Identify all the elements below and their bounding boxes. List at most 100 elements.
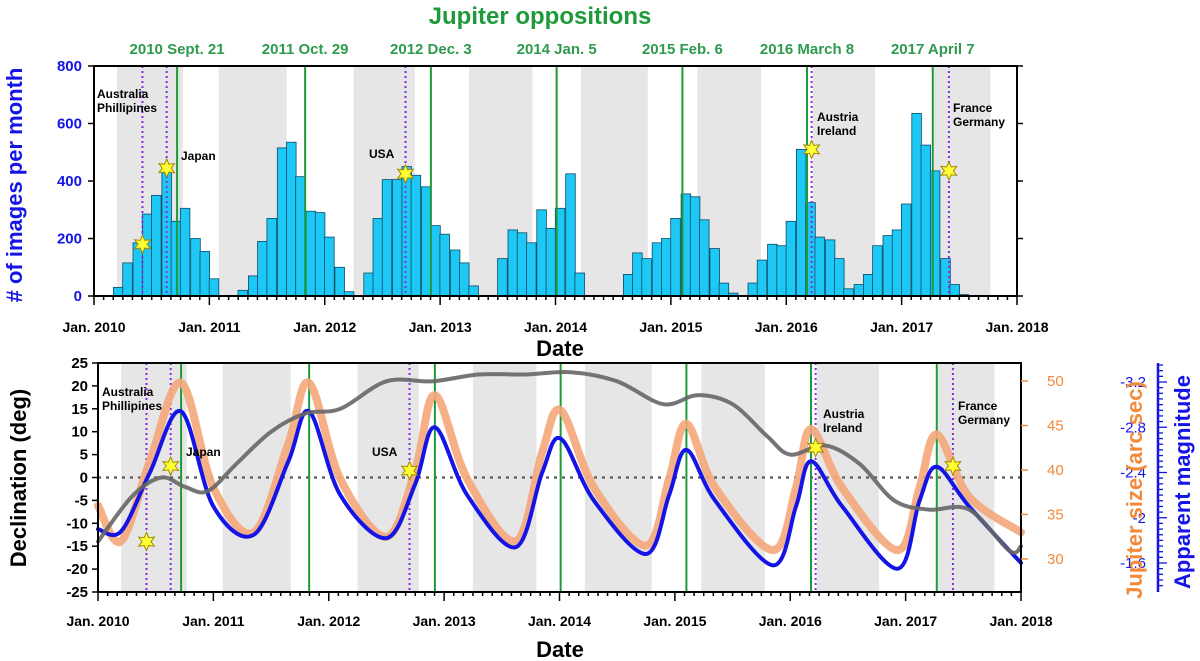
bar [756, 259, 768, 297]
bar [430, 225, 441, 297]
bar [468, 285, 479, 297]
x-tick-label: Jan. 2011 [182, 613, 244, 629]
x-tick-label: Jan. 2017 [870, 319, 933, 335]
bar [632, 252, 643, 297]
magnitude-axis-label: Apparent magnitude [1170, 375, 1195, 589]
opposition-label: 2015 Feb. 6 [642, 41, 723, 58]
bar [929, 170, 941, 297]
impact-annotation: Australia Phillipines [97, 87, 157, 115]
bar [179, 207, 191, 297]
y-tick-label: 400 [57, 173, 82, 190]
size-tick-label: 35 [1047, 507, 1064, 524]
bar [295, 176, 306, 297]
top-y-axis-label: # of images per month [2, 68, 27, 303]
impact-annotation: France Germany [953, 101, 1005, 129]
bar [536, 209, 547, 297]
x-tick-label: Jan. 2013 [409, 319, 472, 335]
bottom-y-axis-label: Declination (deg) [6, 389, 31, 567]
opposition-label: 2016 March 8 [760, 41, 854, 58]
bar [545, 227, 557, 297]
bar [882, 235, 894, 297]
annotation-line: Japan [181, 149, 216, 163]
x-tick-label: Jan. 2016 [759, 613, 822, 629]
bar [824, 239, 836, 297]
opposition-label: 2010 Sept. 21 [130, 41, 225, 58]
bar [814, 236, 825, 297]
bar [439, 233, 450, 297]
y-tick-label: 0 [80, 470, 88, 487]
x-tick-label: Jan. 2016 [755, 319, 818, 335]
bar [247, 275, 259, 297]
bar [565, 173, 576, 297]
bar [623, 273, 634, 297]
x-tick-label: Jan. 2012 [297, 613, 360, 629]
bar [199, 250, 211, 297]
opposition-label: 2014 Jan. 5 [517, 41, 597, 58]
annotation-line: Australia [102, 385, 154, 399]
bar [863, 273, 874, 297]
impact-star [137, 531, 156, 552]
magnitude-tick-label: -2.4 [1120, 465, 1146, 482]
size-curve [94, 378, 1025, 555]
annotation-line: Phillipines [102, 399, 162, 413]
magnitude-tick-label: -2.8 [1120, 419, 1146, 436]
impact-star [157, 157, 176, 179]
bar [113, 286, 124, 297]
size-tick-label: 40 [1047, 462, 1064, 479]
bar [767, 243, 778, 297]
bar [689, 196, 701, 297]
y-tick-label: 25 [71, 355, 88, 372]
bar [516, 232, 528, 297]
x-tick-label: Jan. 2014 [528, 613, 591, 629]
annotation-line: Ireland [817, 124, 856, 138]
bar [911, 113, 922, 297]
bar [699, 219, 710, 297]
y-tick-label: 20 [71, 378, 88, 395]
x-tick-label: Jan. 2018 [985, 319, 1048, 335]
impact-annotation: Austria Ireland [817, 110, 859, 138]
opposition-label: 2011 Oct. 29 [262, 41, 349, 58]
magnitude-tick-label: -1.6 [1120, 555, 1146, 572]
bar [170, 220, 182, 297]
impact-annotation: Japan [181, 149, 216, 163]
y-tick-label: 10 [71, 424, 88, 441]
bar [949, 284, 960, 297]
bar [641, 258, 652, 297]
impact-star [400, 460, 419, 481]
annotation-line: Austria [823, 407, 865, 421]
bar [526, 242, 537, 297]
y-tick-label: 0 [74, 288, 82, 305]
impact-annotation: USA [369, 147, 395, 161]
x-tick-label: Jan. 2011 [178, 319, 240, 335]
y-tick-label: -10 [66, 515, 88, 532]
annotation-line: Phillipines [97, 101, 157, 115]
impact-star [802, 139, 821, 160]
bar [190, 238, 201, 297]
impact-annotation: France Germany [958, 399, 1010, 427]
bar [449, 249, 461, 297]
impact-star [944, 455, 962, 477]
bar [891, 229, 903, 297]
bar [410, 174, 422, 297]
annotation-line: Japan [186, 445, 221, 459]
y-tick-label: -5 [75, 492, 88, 509]
y-tick-label: -15 [66, 538, 88, 555]
impact-annotation: USA [372, 445, 398, 459]
annotation-line: Austria [817, 110, 859, 124]
x-tick-label: Jan. 2010 [62, 319, 125, 335]
bar [392, 179, 403, 297]
size-axis-label: Jupiter size (arc sec) [1122, 381, 1147, 599]
opposition-label: 2017 April 7 [891, 41, 975, 58]
bar [122, 262, 133, 297]
declination-curve [96, 369, 1023, 555]
bar [363, 272, 374, 297]
bar [257, 240, 268, 297]
y-tick-label: 15 [71, 401, 88, 418]
bar [853, 284, 865, 297]
bar [796, 148, 807, 297]
size-tick-label: 45 [1047, 418, 1064, 435]
bottom-panel: Australia Phillipines Japan USA Austria Irela… [66, 355, 1167, 629]
bar [661, 238, 672, 297]
y-tick-label: 200 [57, 231, 82, 248]
magnitude-tick-label: -3.2 [1120, 374, 1146, 391]
